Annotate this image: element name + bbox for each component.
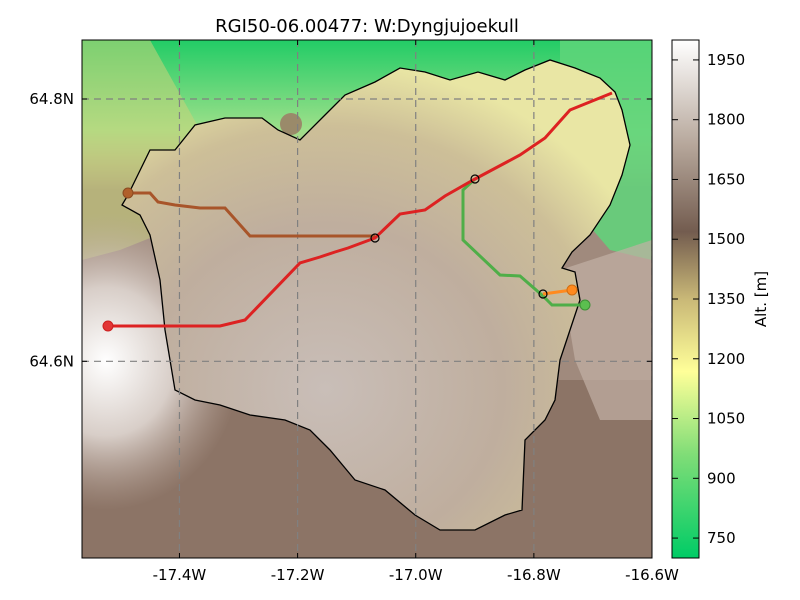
map-title: RGI50-06.00477: W:Dyngjujoekull bbox=[215, 16, 519, 37]
flowline-brown bbox=[128, 191, 375, 238]
confluence-marker-1 bbox=[370, 233, 380, 243]
colorbar-tick-label: 900 bbox=[707, 469, 736, 487]
x-tick-label: -17.4W bbox=[153, 566, 207, 584]
x-tick-label: -16.8W bbox=[507, 566, 561, 584]
colorbar-label: Alt. [m] bbox=[752, 271, 770, 327]
colorbar-tick-label: 1650 bbox=[707, 170, 745, 188]
colorbar-tick-label: 1950 bbox=[707, 51, 745, 69]
y-tick-label: 64.6N bbox=[29, 352, 74, 370]
confluence-marker-3 bbox=[538, 289, 548, 299]
colorbar-tick-label: 1800 bbox=[707, 111, 745, 129]
flowline-red bbox=[108, 91, 613, 328]
confluence-marker-2 bbox=[470, 174, 480, 184]
flowline-green-end-marker bbox=[579, 299, 591, 311]
x-tick-label: -17.2W bbox=[271, 566, 325, 584]
flowline-orange-end-marker bbox=[566, 284, 578, 296]
grid-lines bbox=[82, 40, 652, 558]
flowline-red-head-marker bbox=[102, 320, 114, 332]
colorbar: 750 900 1050 1200 1350 1500 1650 1800 1950 Alt. … bbox=[671, 39, 770, 559]
colorbar-tick-label: 1050 bbox=[707, 410, 745, 428]
glacier-outline bbox=[121, 59, 631, 531]
x-tick-label: -16.6W bbox=[625, 566, 679, 584]
x-axis: -17.4W -17.2W -17.0W -16.8W -16.6W bbox=[153, 40, 679, 584]
y-tick-label: 64.8N bbox=[29, 90, 74, 108]
terrain-nunatak bbox=[280, 113, 302, 135]
flowline-green bbox=[461, 177, 585, 307]
flowline-brown-head-marker bbox=[122, 187, 134, 199]
map-frame bbox=[81, 39, 653, 559]
colorbar-tick-label: 1200 bbox=[707, 350, 745, 368]
colorbar-tick-label: 1500 bbox=[707, 230, 745, 248]
colorbar-ticks: 750 900 1050 1200 1350 1500 1650 1800 1950 bbox=[672, 51, 745, 547]
map-area bbox=[82, 40, 652, 558]
colorbar-tick-label: 1350 bbox=[707, 290, 745, 308]
y-axis: 64.8N 64.6N bbox=[29, 90, 652, 370]
x-tick-label: -17.0W bbox=[389, 566, 443, 584]
colorbar-tick-label: 750 bbox=[707, 529, 736, 547]
terrain-east-ridge bbox=[560, 240, 652, 420]
